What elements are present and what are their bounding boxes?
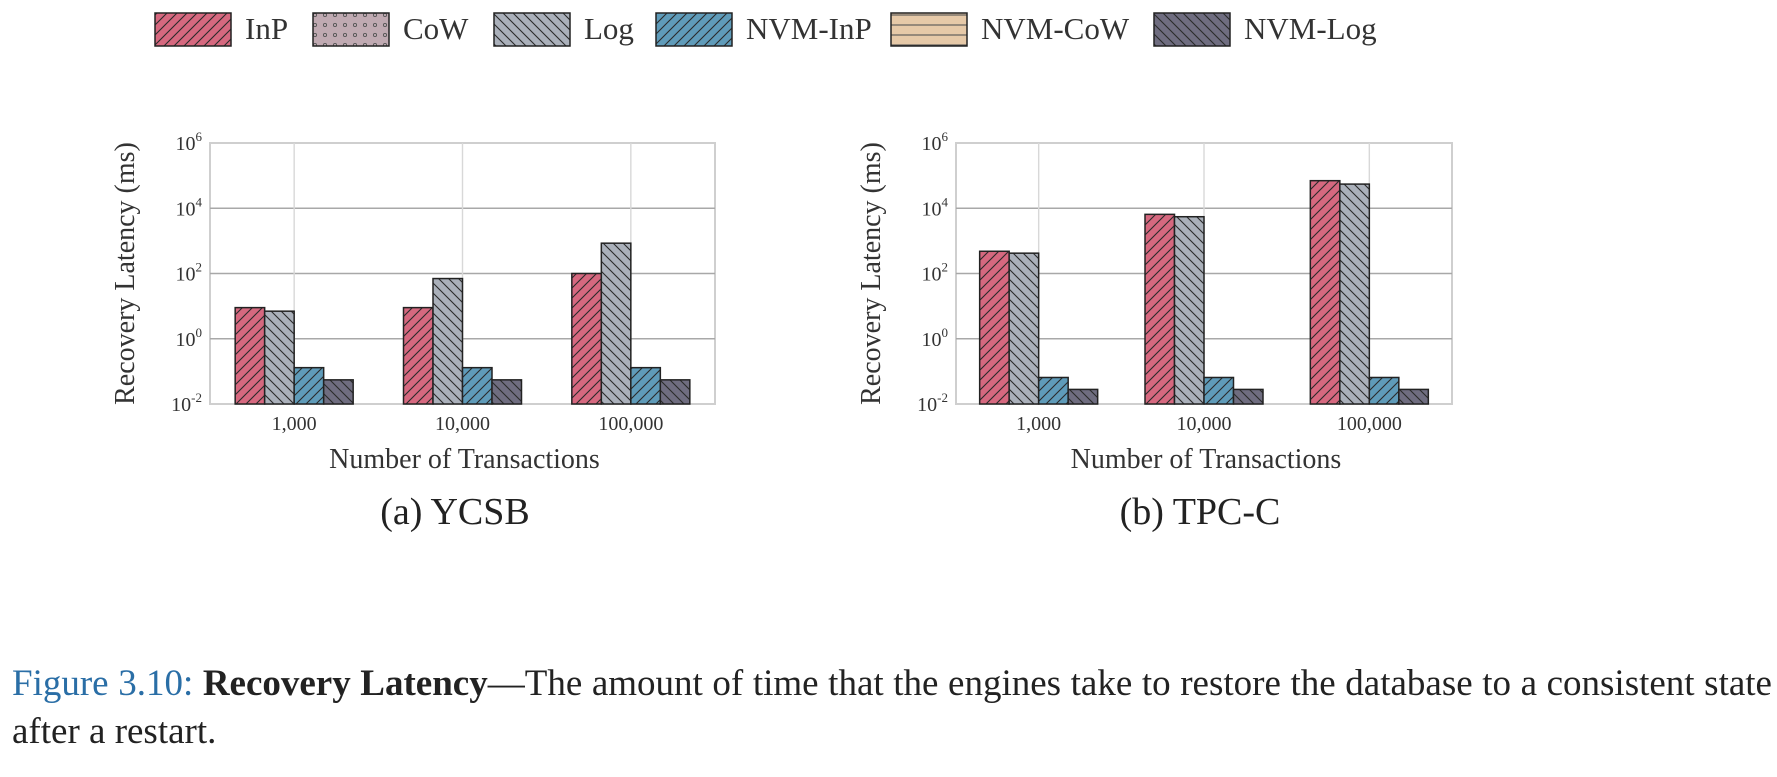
- legend-swatch-nvm-log: [1153, 12, 1231, 47]
- bar-inp: [1309, 179, 1341, 405]
- caption-title: Recovery Latency: [202, 663, 488, 704]
- y-tick-label: 100: [922, 325, 949, 351]
- y-tick-label: 10-2: [171, 390, 202, 416]
- y-tick-label: 102: [922, 260, 949, 286]
- x-tick-label: 1,000: [1016, 413, 1061, 435]
- bar-log: [1339, 183, 1371, 405]
- x-tick-label: 1,000: [272, 413, 317, 435]
- bar-nvm-log: [1398, 388, 1430, 405]
- bar-nvm-inp: [1368, 376, 1400, 405]
- figure-canvas: InP CoW Log NVM-InP NVM-CoW NVM-Log 10-210010…: [110, 11, 1453, 533]
- legend-swatch-cow: [312, 12, 390, 47]
- bar-nvm-inp: [293, 366, 325, 405]
- y-tick-label: 104: [922, 194, 949, 220]
- bar-inp: [402, 306, 434, 405]
- legend-label-inp: InP: [245, 11, 288, 46]
- bar-nvm-inp: [1203, 376, 1235, 405]
- legend-label-log: Log: [584, 11, 634, 46]
- chart-ycsb: 10-2 100 102 104 106 1,000 10,000 100,000 Number…: [110, 129, 716, 533]
- x-tick-label: 10,000: [435, 413, 490, 435]
- x-axis-label: Number of Transactions: [1071, 444, 1342, 475]
- legend-swatch-nvm-inp: [655, 12, 733, 47]
- bar-log: [1173, 215, 1205, 405]
- figure-label: Figure 3.10:: [12, 663, 194, 704]
- bar-nvm-log: [322, 379, 354, 405]
- legend-label-cow: CoW: [403, 11, 469, 46]
- legend-label-nvm-inp: NVM-InP: [746, 11, 872, 46]
- caption-text: —The amount of time that the engines tak…: [12, 663, 1772, 752]
- legend-swatch-log: [493, 12, 571, 47]
- y-tick-label: 106: [922, 129, 949, 155]
- bar-inp: [234, 306, 266, 405]
- bar-log: [432, 277, 464, 405]
- bar-log: [600, 242, 632, 405]
- bar-inp: [978, 250, 1010, 405]
- legend-swatch-inp: [154, 12, 232, 47]
- bar-nvm-log: [491, 379, 523, 405]
- chart-legend: InP CoW Log NVM-InP NVM-CoW NVM-Log: [154, 11, 1377, 47]
- y-tick-label: 102: [176, 260, 203, 286]
- legend-label-nvm-log: NVM-Log: [1244, 11, 1377, 46]
- bar-nvm-log: [659, 379, 691, 405]
- x-axis-label: Number of Transactions: [329, 444, 600, 475]
- chart-subtitle: (b) TPC-C: [1120, 491, 1281, 533]
- y-tick-label: 104: [176, 194, 203, 220]
- x-tick-label: 100,000: [598, 413, 663, 435]
- bar-inp: [571, 272, 603, 405]
- bar-nvm-inp: [630, 366, 662, 405]
- y-axis-label: Recovery Latency (ms): [110, 142, 141, 405]
- x-tick-label: 100,000: [1337, 413, 1402, 435]
- bar-inp: [1144, 213, 1176, 405]
- y-tick-label: 106: [176, 129, 203, 155]
- legend-label-nvm-cow: NVM-CoW: [981, 11, 1130, 46]
- y-tick-label: 10-2: [917, 390, 948, 416]
- figure-caption: Figure 3.10: Recovery Latency—The amount…: [12, 660, 1772, 756]
- bar-log: [1008, 252, 1040, 405]
- y-tick-label: 100: [176, 325, 203, 351]
- chart-tpcc: 10-2 100 102 104 106 1,000 10,000 100,000 Number…: [856, 129, 1453, 533]
- bar-nvm-log: [1067, 388, 1099, 405]
- bar-nvm-log: [1232, 388, 1264, 405]
- x-tick-label: 10,000: [1177, 413, 1232, 435]
- bar-log: [263, 310, 295, 405]
- legend-swatch-nvm-cow: [890, 12, 968, 47]
- y-axis-label: Recovery Latency (ms): [856, 142, 887, 405]
- bar-nvm-inp: [1037, 376, 1069, 405]
- chart-subtitle: (a) YCSB: [380, 491, 530, 533]
- bar-nvm-inp: [461, 366, 493, 405]
